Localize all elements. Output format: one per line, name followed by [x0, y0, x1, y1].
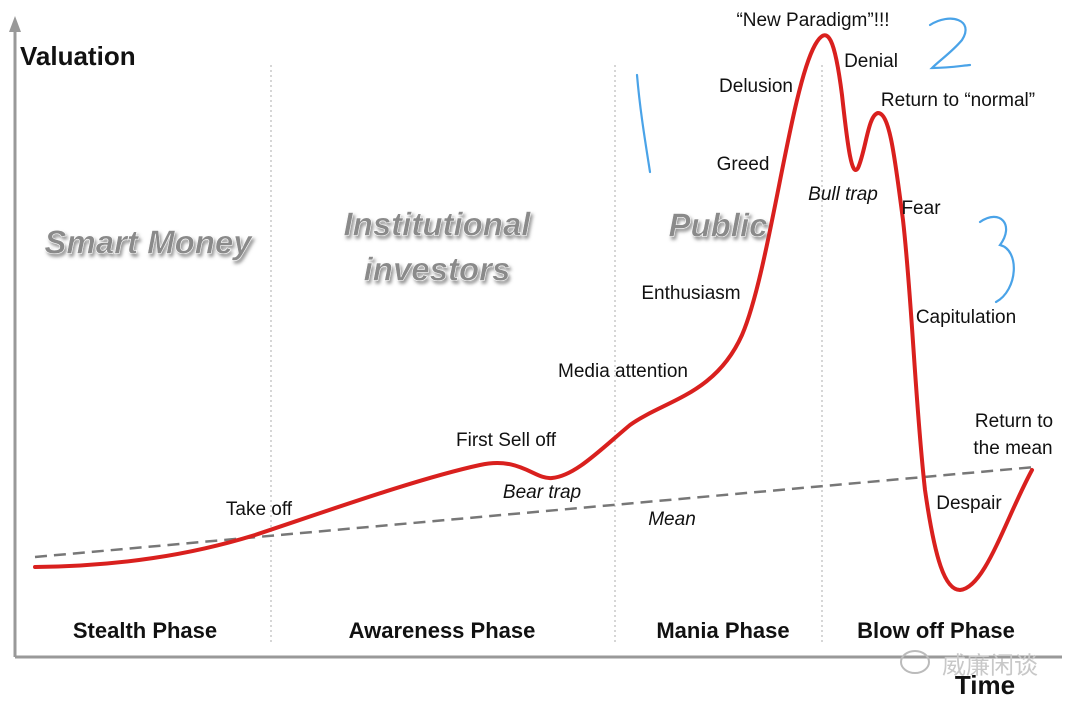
annotation: Return to “normal” — [881, 90, 1035, 111]
annotation: Capitulation — [916, 307, 1016, 328]
annotation: Delusion — [719, 76, 793, 97]
annotation: Take off — [226, 499, 293, 520]
phase-label: Blow off Phase — [857, 618, 1015, 643]
phase-separators — [270, 65, 823, 645]
watermark-text: 威廉闲谈 — [942, 652, 1038, 679]
handwritten-marks — [635, 17, 1015, 304]
annotation: Greed — [717, 154, 770, 175]
annotation: Enthusiasm — [641, 283, 740, 304]
annotation: Bear trap — [503, 482, 581, 503]
annotation: Denial — [844, 51, 898, 72]
x-axis-label: Time — [955, 670, 1015, 700]
audience-label: Smart Money — [44, 224, 253, 261]
annotation: Mean — [648, 509, 696, 530]
watermark-icon — [900, 650, 930, 674]
annotation: Fear — [901, 198, 941, 219]
audience-label: Public — [668, 207, 767, 244]
phase-label: Stealth Phase — [73, 618, 217, 643]
y-axis-arrow — [9, 16, 21, 32]
annotation: the mean — [973, 438, 1052, 459]
annotation: Bull trap — [808, 184, 878, 205]
audience-label: investors — [364, 251, 511, 288]
mean-line — [34, 465, 1036, 559]
y-axis-label: Valuation — [20, 41, 136, 71]
hand-2 — [928, 17, 972, 70]
labels: Smart Money Institutional investors Public T… — [44, 10, 1053, 643]
annotation: First Sell off — [456, 430, 557, 451]
annotation: “New Paradigm”!!! — [736, 10, 889, 31]
annotation: Return to — [975, 411, 1053, 432]
hand-1 — [635, 73, 652, 174]
cycle-curve — [33, 33, 1034, 593]
phase-label: Mania Phase — [656, 618, 789, 643]
phase-label: Awareness Phase — [349, 618, 536, 643]
annotation: Despair — [936, 493, 1002, 514]
annotation: Media attention — [558, 361, 688, 382]
hand-3 — [978, 215, 1015, 304]
watermark: 威廉闲谈 — [900, 650, 1038, 679]
audience-label: Institutional — [344, 206, 532, 243]
